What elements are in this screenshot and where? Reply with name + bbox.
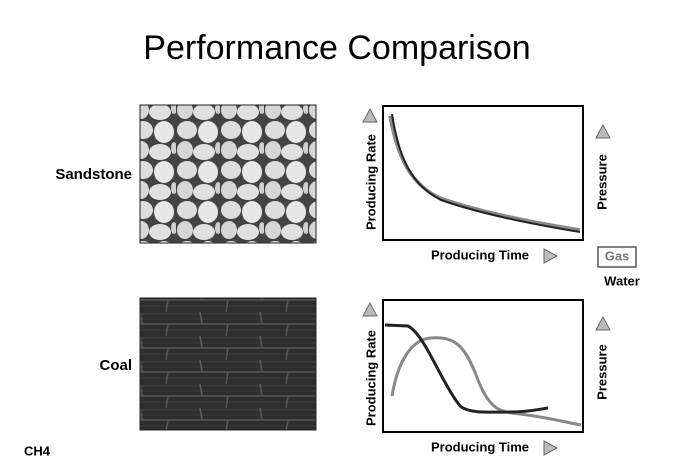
y-axis-label: Producing Rate <box>363 134 378 230</box>
y-axis-label: Producing Rate <box>363 330 378 426</box>
slide: Performance Comparison Sandstone Produci… <box>0 0 675 476</box>
legend-entry: Gas <box>605 248 630 263</box>
x-axis-label: Producing Time <box>431 247 529 262</box>
footer: CH4 <box>24 443 51 458</box>
arrow-up <box>363 109 377 122</box>
sandstone-image <box>140 105 316 243</box>
legend-entry: Water <box>604 273 640 288</box>
arrow-up <box>363 303 377 316</box>
arrow-right <box>544 441 557 455</box>
y2-axis-label: Pressure <box>594 344 609 400</box>
arrow-up <box>596 125 610 138</box>
arrow-up <box>596 317 610 330</box>
plot-frame <box>383 106 583 240</box>
coal-image <box>140 298 316 430</box>
row-label: Coal <box>99 357 132 374</box>
y2-axis-label: Pressure <box>594 154 609 210</box>
row-label: Sandstone <box>55 166 132 183</box>
slide-title: Performance Comparison <box>143 29 530 67</box>
arrow-right <box>544 249 557 263</box>
x-axis-label: Producing Time <box>431 439 529 454</box>
